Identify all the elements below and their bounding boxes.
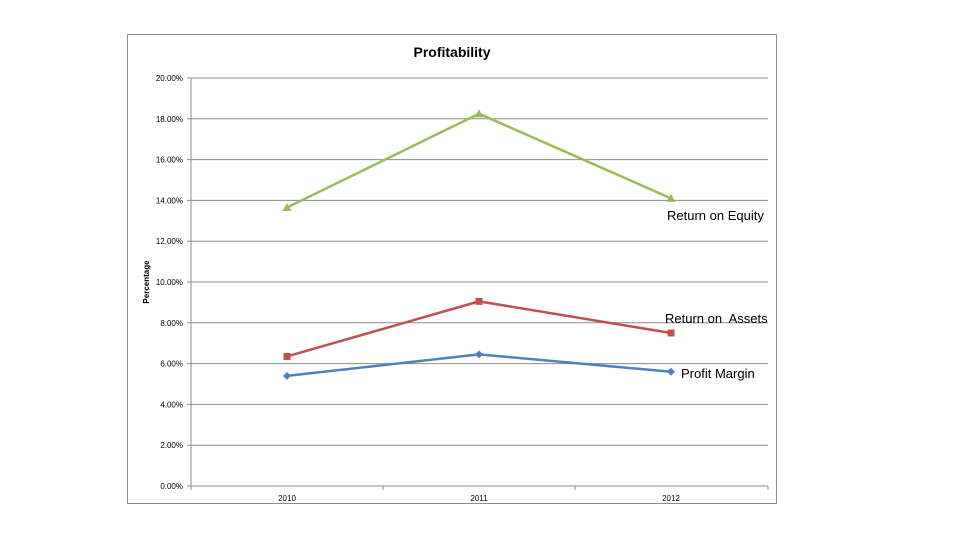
y-tick-label: 16.00% <box>156 156 183 165</box>
y-tick-label: 12.00% <box>156 237 183 246</box>
y-tick-label: 18.00% <box>156 115 183 124</box>
y-tick-label: 10.00% <box>156 278 183 287</box>
data-point <box>666 193 676 202</box>
x-tick-label: 2011 <box>470 494 488 503</box>
y-tick-label: 2.00% <box>160 441 183 450</box>
data-point <box>283 352 291 360</box>
series-label: Return on Assets <box>665 311 768 326</box>
x-tick-label: 2012 <box>662 494 680 503</box>
series-line-1 <box>286 300 672 358</box>
data-point <box>475 350 483 359</box>
chart-title: Profitability <box>413 44 490 60</box>
x-axis-ticks: 2010 2011 2012 <box>278 494 680 503</box>
series-line-0 <box>286 112 672 209</box>
data-point <box>667 329 675 337</box>
data-point <box>474 109 484 118</box>
series-label: Return on Equity <box>667 208 764 223</box>
data-point <box>282 203 292 212</box>
y-tick-label: 6.00% <box>160 360 183 369</box>
y-tick-label: 0.00% <box>160 482 183 491</box>
y-axis-title: Percentage <box>142 260 151 304</box>
series-labels: Return on Equity Return on Assets Profit M… <box>665 208 768 381</box>
y-tick-label: 4.00% <box>160 400 183 409</box>
series-label: Profit Margin <box>681 366 755 381</box>
chart-frame <box>127 34 777 504</box>
y-tick-label: 14.00% <box>156 196 183 205</box>
grid-layer <box>187 77 768 487</box>
y-axis-ticks: 0.00% 2.00% 4.00% 6.00% 8.00% 10.00% 12.00% 14.… <box>156 74 183 491</box>
data-point <box>475 297 483 305</box>
data-point <box>667 367 675 376</box>
data-point <box>283 371 291 380</box>
x-tick-label: 2010 <box>278 494 296 503</box>
axis-layer <box>190 78 769 490</box>
series-layer <box>282 109 676 380</box>
y-tick-label: 20.00% <box>156 74 183 83</box>
y-tick-label: 8.00% <box>160 319 183 328</box>
